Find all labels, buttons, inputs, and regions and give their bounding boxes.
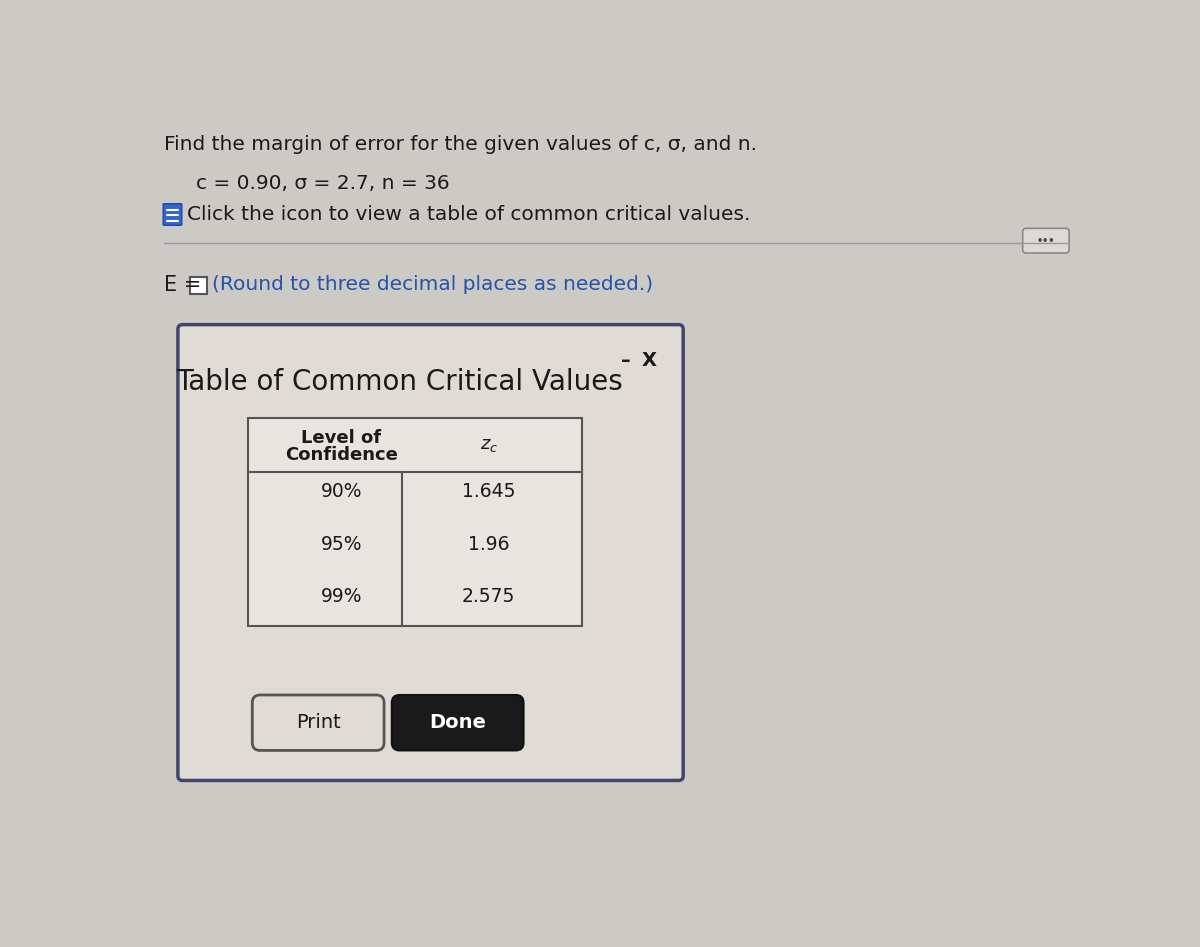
FancyBboxPatch shape [252,695,384,750]
Text: X: X [642,350,656,369]
Text: 1.645: 1.645 [462,482,516,502]
Text: (Round to three decimal places as needed.): (Round to three decimal places as needed… [212,276,653,295]
Text: •••: ••• [1037,236,1055,245]
Text: 90%: 90% [320,482,362,502]
Text: 95%: 95% [320,535,362,554]
FancyBboxPatch shape [391,695,523,750]
Text: Table of Common Critical Values: Table of Common Critical Values [176,367,623,396]
Text: Find the margin of error for the given values of c, σ, and n.: Find the margin of error for the given v… [164,135,757,154]
Text: Level of: Level of [301,429,382,447]
Text: $z_c$: $z_c$ [480,437,498,455]
Text: 1.96: 1.96 [468,535,510,554]
FancyBboxPatch shape [163,204,181,225]
Text: Print: Print [296,713,341,732]
Text: Click the icon to view a table of common critical values.: Click the icon to view a table of common… [187,205,750,223]
Text: Done: Done [430,713,486,732]
Bar [191,277,208,294]
Text: 99%: 99% [320,587,362,606]
Text: c = 0.90, σ = 2.7, n = 36: c = 0.90, σ = 2.7, n = 36 [197,173,450,192]
FancyBboxPatch shape [1022,228,1069,253]
Text: E =: E = [164,276,202,295]
Bar [248,418,582,626]
FancyBboxPatch shape [178,325,683,780]
Text: Confidence: Confidence [284,445,398,463]
Text: –: – [622,350,631,369]
Text: 2.575: 2.575 [462,587,515,606]
